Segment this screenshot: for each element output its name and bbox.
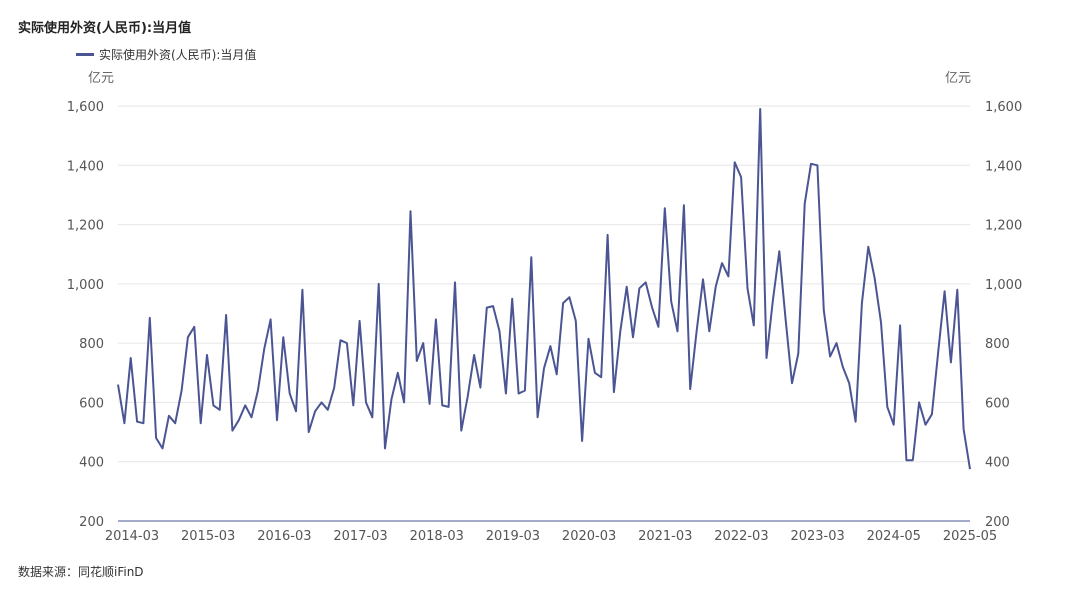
x-tick-label: 2021-03	[638, 529, 692, 544]
gridlines	[118, 105, 970, 463]
y-unit-right: 亿元	[945, 71, 971, 86]
legend[interactable]: 实际使用外资(人民币):当月值	[76, 46, 256, 63]
series-line-group	[117, 108, 971, 470]
y-axis-left: 200 400 600 800 1,000 1,200 1,400 1,600	[67, 100, 104, 530]
x-tick-label: 2018-03	[410, 529, 464, 544]
data-source: 数据来源：同花顺iFinD	[18, 565, 144, 579]
y-tick-label-left: 1,000	[67, 278, 104, 293]
x-tick-label: 2022-03	[714, 529, 768, 544]
y-tick-label-left: 800	[79, 337, 104, 352]
y-tick-label-right: 1,000	[985, 278, 1022, 293]
legend-label: 实际使用外资(人民币):当月值	[99, 48, 257, 62]
chart-title: 实际使用外资(人民币):当月值	[18, 21, 192, 36]
x-tick-label: 2015-03	[181, 529, 235, 544]
y-tick-label-left: 1,400	[67, 159, 104, 174]
y-tick-label-right: 600	[985, 396, 1010, 411]
y-unit-left: 亿元	[88, 71, 114, 86]
y-tick-label-right: 200	[985, 515, 1010, 530]
y-tick-label-right: 1,200	[985, 219, 1022, 234]
x-tick-label: 2023-03	[790, 529, 844, 544]
x-tick-label: 2017-03	[333, 529, 387, 544]
legend-swatch	[76, 53, 94, 56]
x-axis: 2014-03 2015-03 2016-03 2017-03 2018-03 2019-…	[105, 520, 997, 544]
y-tick-label-left: 600	[79, 396, 104, 411]
y-tick-label-left: 200	[79, 515, 104, 530]
y-tick-label-right: 800	[985, 337, 1010, 352]
x-tick-label: 2014-03	[105, 529, 159, 544]
x-tick-label: 2019-03	[486, 529, 540, 544]
y-axis-right: 200 400 600 800 1,000 1,200 1,400 1,600	[985, 100, 1022, 530]
x-tick-label: 2020-03	[562, 529, 616, 544]
y-tick-label-right: 1,600	[985, 100, 1022, 115]
y-tick-label-left: 1,600	[67, 100, 104, 115]
x-tick-label: 2024-05	[867, 529, 921, 544]
y-tick-label-right: 400	[985, 456, 1010, 471]
x-tick-label: 2025-05	[943, 529, 997, 544]
y-tick-label-left: 1,200	[67, 219, 104, 234]
series-line	[117, 108, 971, 470]
y-tick-label-right: 1,400	[985, 159, 1022, 174]
y-tick-label-left: 400	[79, 456, 104, 471]
x-tick-label: 2016-03	[257, 529, 311, 544]
